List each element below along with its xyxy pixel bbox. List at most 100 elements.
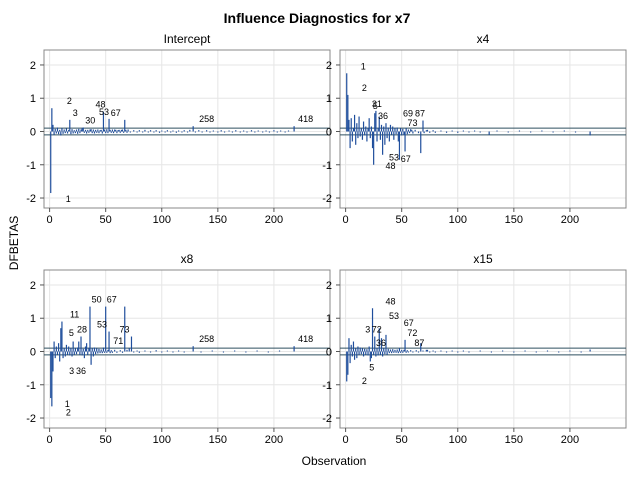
observation-label: 258 [199, 334, 214, 344]
observation-label: 2 [67, 96, 72, 106]
x-tick-label: 50 [100, 214, 112, 226]
observation-label: 3 [365, 325, 370, 335]
panel-frame [43, 49, 331, 209]
x-tick-label: 150 [505, 434, 523, 446]
y-tick-label: -2 [322, 413, 332, 425]
observation-label: 67 [107, 295, 117, 305]
panel-title: x15 [473, 252, 493, 266]
observation-label: 28 [77, 325, 87, 335]
observation-label: 258 [199, 114, 214, 124]
x-axis-label: Observation [302, 454, 367, 468]
y-tick-label: -1 [26, 380, 36, 392]
x-tick-label: 100 [449, 214, 467, 226]
y-tick-label: -1 [322, 380, 332, 392]
observation-label: 87 [414, 338, 424, 348]
observation-label: 69 [403, 109, 413, 119]
y-tick-label: 2 [326, 280, 332, 292]
x-tick-label: 100 [153, 214, 171, 226]
observation-label: 1 [66, 194, 71, 204]
observation-label: 53 [389, 152, 399, 162]
y-tick-label: -2 [322, 193, 332, 205]
observation-label: 2 [362, 83, 367, 93]
observation-label: 3 [69, 366, 74, 376]
x-tick-label: 0 [47, 214, 53, 226]
observation-label: 48 [385, 296, 395, 306]
observation-label: 2 [362, 376, 367, 386]
panel-title: x4 [477, 32, 490, 46]
y-tick-label: -1 [322, 160, 332, 172]
observation-label: 36 [376, 338, 386, 348]
y-tick-label: -1 [26, 160, 36, 172]
observation-label: 67 [111, 108, 121, 118]
chart-title: Influence Diagnostics for x7 [224, 10, 411, 26]
observation-label: 73 [119, 325, 129, 335]
y-tick-label: -2 [26, 413, 36, 425]
observation-label: 31 [372, 99, 382, 109]
observation-label: 72 [372, 325, 382, 335]
observation-label: 71 [113, 336, 123, 346]
x-tick-label: 200 [265, 434, 283, 446]
y-tick-label: 0 [30, 346, 36, 358]
observation-label: 1 [65, 399, 70, 409]
y-tick-label: 0 [326, 346, 332, 358]
y-tick-label: 2 [30, 60, 36, 72]
observation-label: 30 [85, 116, 95, 126]
x-tick-label: 50 [396, 434, 408, 446]
x-tick-label: 150 [209, 434, 227, 446]
observation-label: 67 [404, 318, 414, 328]
panel-frame [339, 269, 627, 429]
observation-label: 50 [92, 295, 102, 305]
observation-label: 11 [70, 310, 79, 320]
x-tick-label: 50 [396, 214, 408, 226]
observation-label: 5 [69, 328, 74, 338]
x-tick-label: 0 [343, 214, 349, 226]
observation-label: 53 [389, 311, 399, 321]
panel-title: x8 [181, 252, 194, 266]
observation-label: 53 [99, 107, 109, 117]
observation-label: 36 [76, 366, 86, 376]
y-axis-label: DFBETAS [7, 216, 21, 270]
observation-label: 3 [73, 108, 78, 118]
observation-label: 48 [95, 100, 105, 110]
observation-label: 1 [361, 61, 366, 71]
observation-label: 87 [415, 109, 425, 119]
x-tick-label: 0 [47, 434, 53, 446]
y-tick-label: 0 [30, 126, 36, 138]
observation-label: 53 [97, 320, 107, 330]
y-tick-label: 1 [326, 93, 332, 105]
observation-label: 48 [385, 161, 395, 171]
observation-label: 72 [407, 328, 417, 338]
y-tick-label: 1 [30, 93, 36, 105]
panel-frame [339, 49, 627, 209]
y-tick-label: -2 [26, 193, 36, 205]
observation-label: 2 [66, 407, 71, 417]
y-tick-label: 2 [326, 60, 332, 72]
x-tick-label: 100 [153, 434, 171, 446]
y-tick-label: 0 [326, 126, 332, 138]
panel-frame [43, 269, 331, 429]
observation-label: 73 [407, 118, 417, 128]
observation-label: 5 [373, 101, 378, 111]
x-tick-label: 150 [505, 214, 523, 226]
observation-label: 36 [378, 111, 388, 121]
observation-label: 5 [369, 362, 374, 372]
y-tick-label: 2 [30, 280, 36, 292]
x-tick-label: 200 [561, 434, 579, 446]
panel-title: Intercept [164, 32, 211, 46]
x-tick-label: 150 [209, 214, 227, 226]
y-tick-label: 1 [326, 313, 332, 325]
observation-label: 418 [298, 114, 313, 124]
y-tick-label: 1 [30, 313, 36, 325]
observation-label: 67 [401, 154, 411, 164]
x-tick-label: 200 [561, 214, 579, 226]
observation-label: 418 [298, 334, 313, 344]
x-tick-label: 50 [100, 434, 112, 446]
x-tick-label: 0 [343, 434, 349, 446]
x-tick-label: 100 [449, 434, 467, 446]
